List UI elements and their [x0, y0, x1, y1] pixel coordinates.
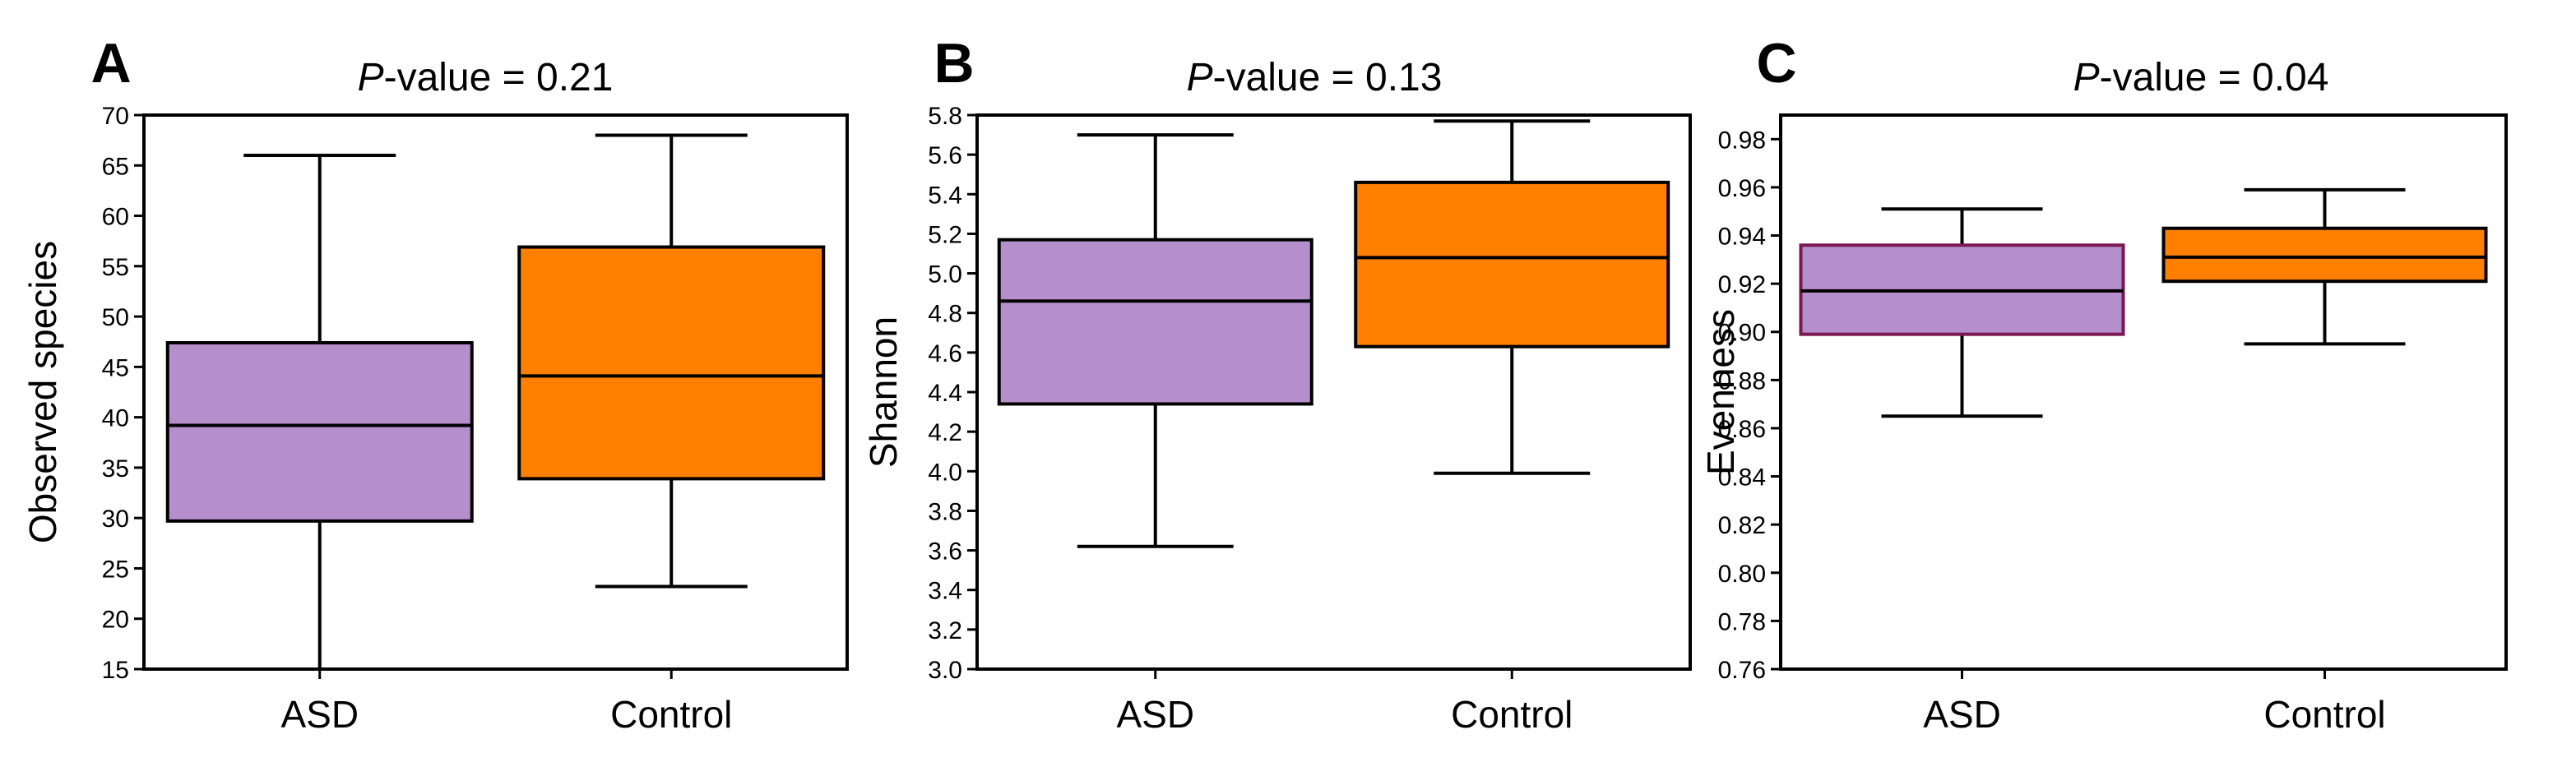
y-tick-label: 20	[102, 607, 129, 634]
y-axis-label: Shannon	[862, 316, 905, 468]
box-control	[517, 133, 826, 589]
y-tick-label: 0.78	[1718, 608, 1766, 635]
y-tick-label: 3.0	[928, 657, 962, 684]
box-iqr	[1354, 180, 1670, 349]
y-tick-label: 5.4	[928, 182, 962, 209]
x-category-label: Control	[2263, 693, 2385, 736]
y-tick-label: 0.90	[1718, 320, 1766, 347]
y-tick-label: 65	[102, 153, 129, 180]
chart-title: P-value = 0.13	[1187, 56, 1443, 99]
plot-frame	[142, 113, 849, 671]
y-tick-label: 35	[102, 455, 129, 483]
y-tick-label: 0.82	[1718, 512, 1766, 539]
panel-c: C P-value = 0.04 0.76 0.78 0.80 0.82 0.84 0.86 0…	[1699, 32, 2508, 736]
y-tick-label: 5.2	[928, 221, 962, 248]
title-value: -value = 0.04	[2100, 56, 2329, 99]
title-p-italic: P	[2073, 56, 2100, 99]
panel-b: B P-value = 0.13 3.0 3.2 3.4 3.6 3.8 4.0 4.2 4.4 4…	[862, 32, 1692, 736]
y-tick-label: 0.96	[1718, 175, 1766, 202]
y-tick-label: 3.8	[928, 498, 962, 525]
x-category-label: ASD	[1923, 693, 2001, 736]
title-value: -value = 0.21	[384, 56, 614, 99]
y-axis-label: Evenness	[1699, 309, 1742, 475]
y-tick-label: 5.0	[928, 261, 962, 289]
title-value: -value = 0.13	[1213, 56, 1443, 99]
y-tick-label: 40	[102, 405, 129, 432]
y-tick-label: 60	[102, 204, 129, 231]
y-tick-label: 4.2	[928, 419, 962, 446]
y-tick-label: 70	[102, 103, 129, 130]
y-tick-label: 0.98	[1718, 127, 1766, 154]
y-tick-label: 4.6	[928, 340, 962, 367]
box-asd	[165, 154, 474, 671]
box-iqr	[2161, 226, 2488, 284]
y-tick-label: 0.84	[1718, 464, 1766, 492]
panel-letter: C	[1756, 32, 1796, 95]
y-tick-label: 15	[102, 657, 129, 684]
y-tick-label: 25	[102, 556, 129, 583]
y-tick-label: 50	[102, 304, 129, 331]
y-tick-label: 55	[102, 254, 129, 281]
box-iqr	[165, 340, 474, 523]
y-axis-label: Observed species	[21, 241, 64, 543]
y-tick-label: 3.6	[928, 538, 962, 566]
panel-a: A P-value = 0.21 15 20 25 30 35 40 45 50 55 60 65 70 A…	[21, 32, 849, 736]
box-asd	[997, 133, 1313, 548]
x-category-label: Control	[1451, 693, 1573, 736]
box-asd	[1799, 207, 2125, 418]
y-tick-label: 4.0	[928, 459, 962, 486]
y-tick-label: 3.2	[928, 617, 962, 644]
y-tick-label: 0.76	[1718, 657, 1766, 684]
y-tick-label: 3.4	[928, 578, 962, 605]
title-p-italic: P	[1187, 56, 1213, 99]
y-tick-label: 0.94	[1718, 224, 1766, 251]
box-control	[1354, 119, 1670, 475]
y-tick-label: 45	[102, 354, 129, 381]
x-category-label: ASD	[280, 693, 359, 736]
y-tick-label: 30	[102, 506, 129, 533]
chart-title: P-value = 0.21	[358, 56, 614, 99]
title-p-italic: P	[358, 56, 384, 99]
y-tick-label: 5.8	[928, 103, 962, 130]
y-tick-label: 0.86	[1718, 416, 1766, 443]
chart-title: P-value = 0.04	[2073, 56, 2329, 99]
x-category-label: Control	[610, 693, 732, 736]
y-tick-label: 4.8	[928, 301, 962, 328]
panel-letter: B	[934, 32, 974, 95]
y-tick-label: 4.4	[928, 380, 962, 407]
x-category-label: ASD	[1116, 693, 1194, 736]
box-iqr	[997, 238, 1313, 406]
box-control	[2161, 187, 2488, 346]
y-tick-label: 0.92	[1718, 271, 1766, 298]
panel-letter: A	[90, 32, 131, 95]
box-iqr	[517, 245, 826, 481]
y-tick-label: 0.88	[1718, 367, 1766, 395]
y-tick-label: 5.6	[928, 142, 962, 169]
plot-frame	[1779, 113, 2508, 671]
y-tick-label: 0.80	[1718, 561, 1766, 588]
